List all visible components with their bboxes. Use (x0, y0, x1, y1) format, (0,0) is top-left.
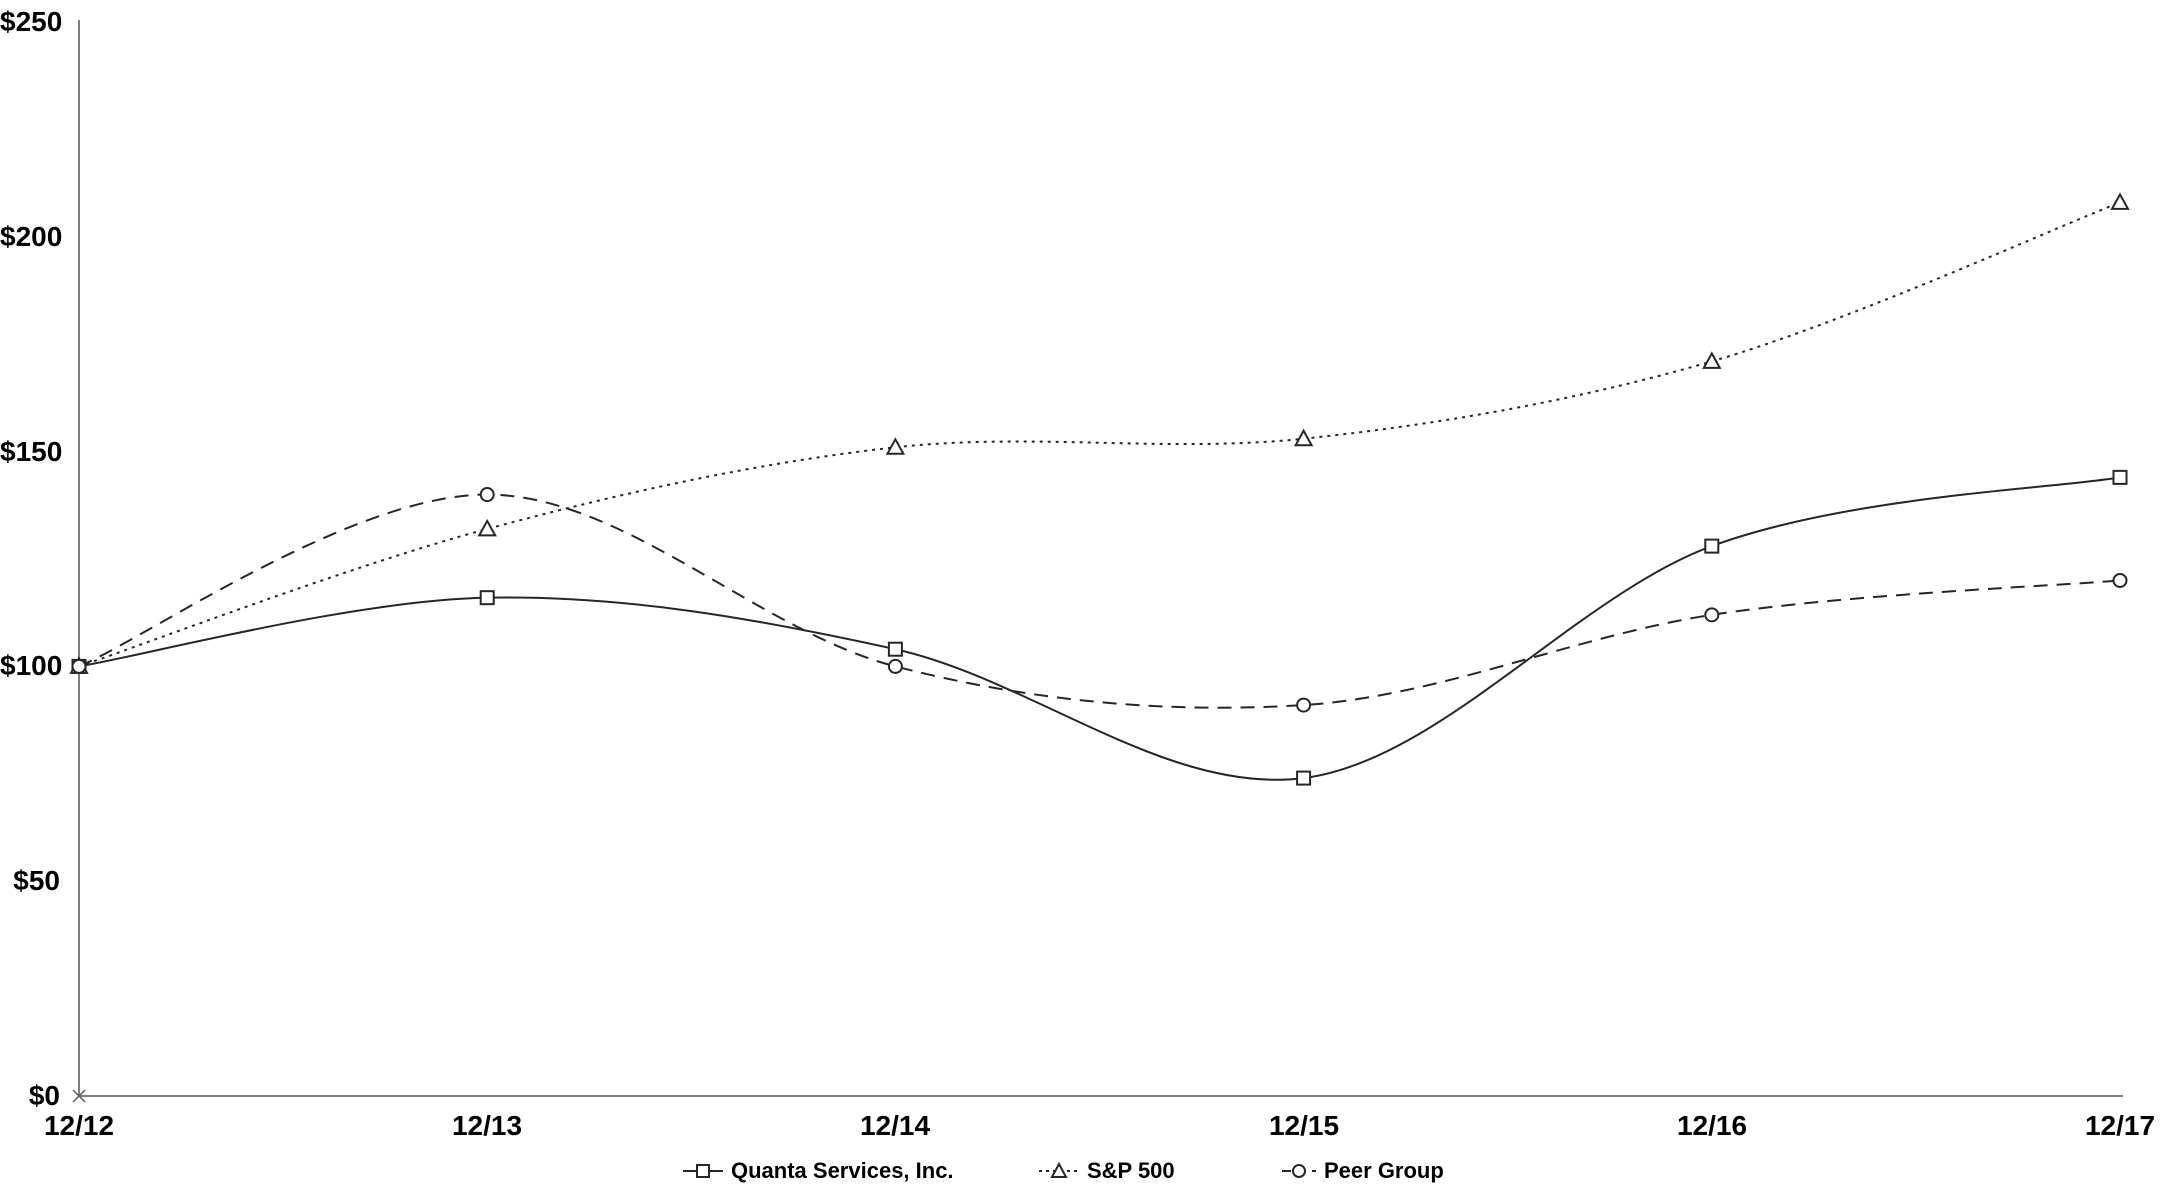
y-tick-label: $100 (0, 650, 63, 681)
series-line-s-p-500 (78, 201, 2121, 668)
x-tick-label: 12/14 (859, 1110, 931, 1141)
data-point-marker-peer-group (1296, 697, 1312, 713)
origin-x-marker-icon (72, 1089, 86, 1103)
y-tick-label: $200 (0, 221, 63, 252)
legend-marker-square-icon (683, 1164, 723, 1178)
legend-marker-circle-icon (1282, 1164, 1316, 1178)
data-point-marker-peer-group (887, 658, 903, 674)
data-point-marker-quanta-services-inc (2112, 469, 2128, 485)
data-point-marker-peer-group (2112, 572, 2128, 588)
x-tick-label: 12/12 (43, 1110, 115, 1141)
legend-item-sp500: S&P 500 (1039, 1156, 1175, 1186)
data-point-marker-s-p-500 (2110, 192, 2130, 210)
legend-label: Quanta Services, Inc. (731, 1158, 954, 1183)
data-point-marker-peer-group (1704, 607, 1720, 623)
data-point-marker-quanta-services-inc (1296, 770, 1312, 786)
data-point-marker-quanta-services-inc (479, 590, 495, 606)
data-point-marker-quanta-services-inc (887, 641, 903, 657)
data-point-marker-peer-group (479, 487, 495, 503)
legend-item-peer-group: Peer Group (1282, 1156, 1444, 1186)
data-point-marker-s-p-500 (1293, 428, 1314, 447)
legend-label: S&P 500 (1087, 1158, 1175, 1183)
x-tick-label: 12/16 (1676, 1110, 1748, 1141)
legend-marker-triangle-icon (1039, 1162, 1079, 1178)
series-line-peer-group (78, 493, 2121, 709)
data-point-marker-s-p-500 (1702, 351, 1722, 369)
data-point-marker-s-p-500 (477, 518, 497, 537)
x-tick-label: 12/13 (451, 1110, 523, 1141)
legend-item-quanta: Quanta Services, Inc. (683, 1156, 954, 1186)
y-tick-label: $250 (0, 6, 63, 37)
data-point-marker-peer-group (71, 658, 87, 674)
data-point-marker-s-p-500 (885, 437, 906, 455)
legend-label: Peer Group (1324, 1158, 1444, 1183)
y-tick-label: $0 (28, 1080, 60, 1111)
data-point-marker-quanta-services-inc (1704, 538, 1720, 554)
series-line-quanta-services-inc (78, 476, 2121, 781)
y-tick-label: $150 (0, 436, 63, 467)
y-tick-label: $50 (13, 865, 60, 896)
x-tick-label: 12/17 (2084, 1110, 2156, 1141)
x-tick-label: 12/15 (1268, 1110, 1340, 1141)
